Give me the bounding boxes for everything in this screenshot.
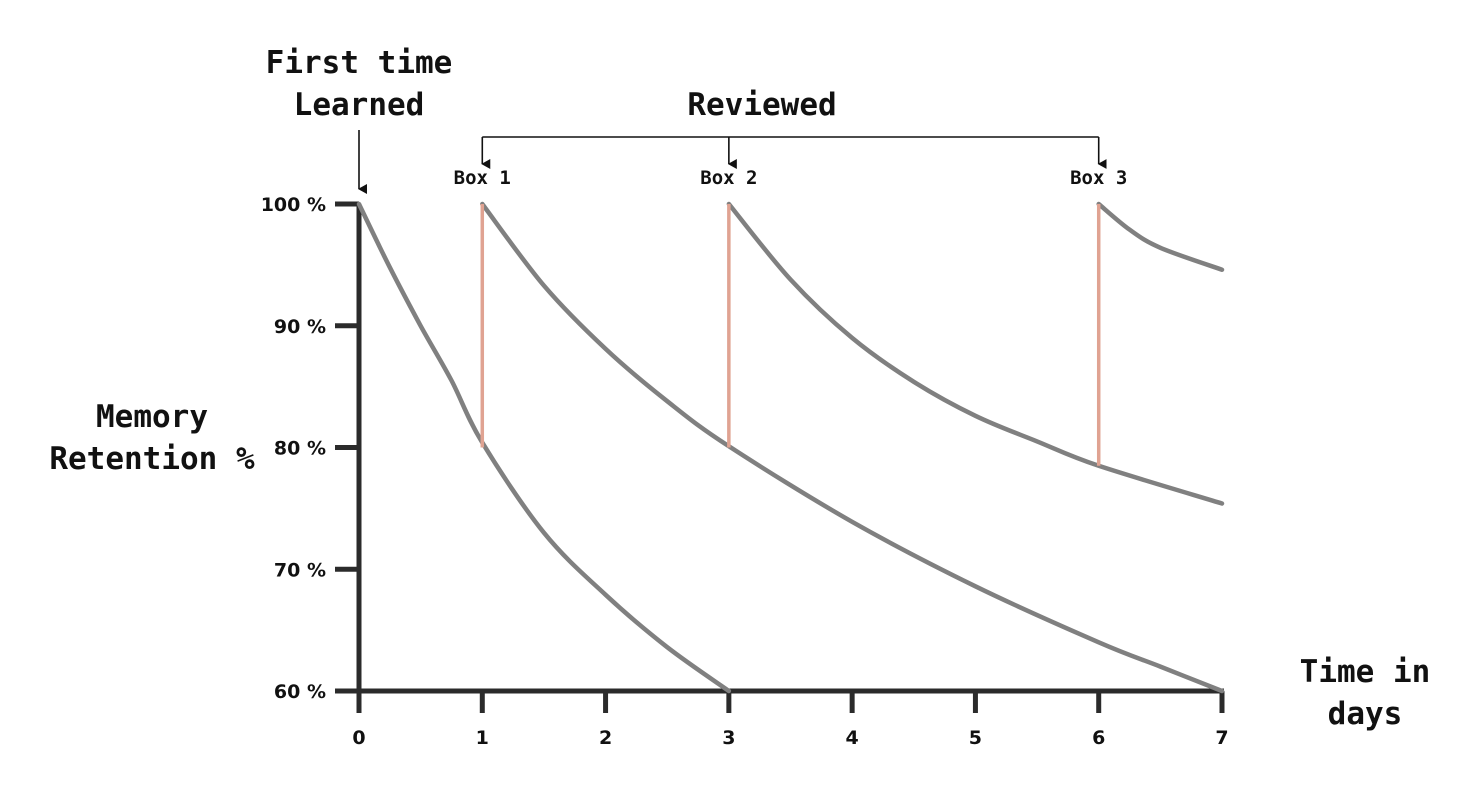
y-axis-label-line-1: Memory <box>96 399 208 435</box>
reviewed-label: Reviewed <box>687 87 836 123</box>
y-tick-label: 70 % <box>274 559 326 581</box>
x-tick-label: 3 <box>722 727 735 749</box>
x-tick-label: 2 <box>599 727 612 749</box>
forgetting-curve <box>1096 201 1225 272</box>
annotations: First time Learned Reviewed Box 1 Box 2 Bo… <box>266 45 1128 194</box>
axis-labels: Memory Retention % Time in days <box>49 399 1430 732</box>
x-axis-label-line-1: Time in <box>1300 654 1431 690</box>
x-axis-label-line-2: days <box>1328 696 1403 732</box>
forgetting-curve <box>356 201 732 694</box>
first-learned-line-2: Learned <box>294 87 425 123</box>
x-tick-label: 7 <box>1215 727 1228 749</box>
y-tick-label: 80 % <box>274 438 326 460</box>
reviewed-bracket <box>481 136 1107 169</box>
box-label: Box 3 <box>1070 167 1127 189</box>
box-label: Box 2 <box>700 167 757 189</box>
x-tick-label: 1 <box>476 727 489 749</box>
retention-curves <box>356 201 1225 694</box>
x-tick-label: 4 <box>846 727 859 749</box>
review-lines <box>480 204 1101 466</box>
forgetting-curve <box>726 201 1225 506</box>
y-tick-label: 100 % <box>261 194 326 216</box>
axes: 100 % 90 % 80 % 70 % 60 % 0 1 2 3 4 5 6 7 <box>261 194 1229 749</box>
y-tick-label: 90 % <box>274 316 326 338</box>
forgetting-curve <box>480 201 1225 694</box>
first-learned-line-1: First time <box>266 45 453 81</box>
x-tick-label: 0 <box>352 727 365 749</box>
x-tick-label: 5 <box>969 727 982 749</box>
x-tick-label: 6 <box>1092 727 1105 749</box>
box-label: Box 1 <box>454 167 511 189</box>
y-tick-label: 60 % <box>274 681 326 703</box>
box-labels: Box 1 Box 2 Box 3 <box>454 167 1128 189</box>
y-axis-label-line-2: Retention % <box>49 441 255 477</box>
